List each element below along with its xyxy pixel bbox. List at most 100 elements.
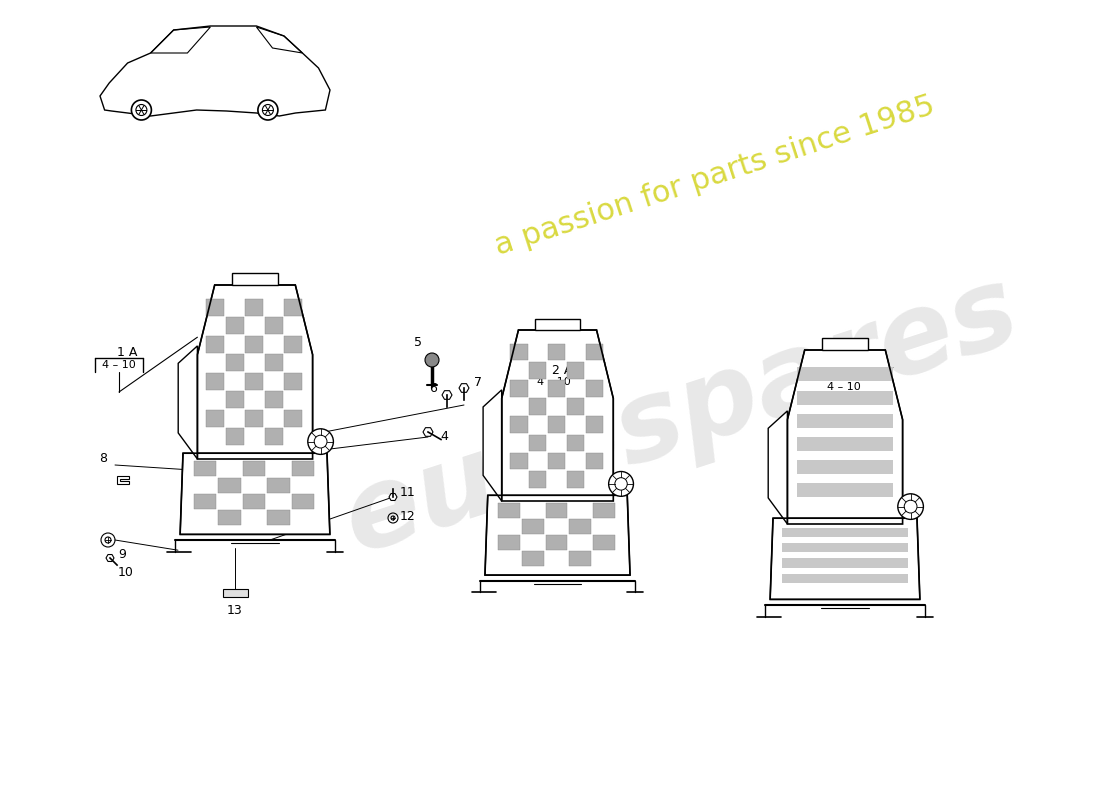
Bar	[226, 318, 243, 334]
Polygon shape	[502, 330, 614, 501]
Bar	[570, 551, 591, 566]
Bar	[548, 453, 565, 470]
Circle shape	[898, 494, 923, 519]
Bar	[529, 398, 547, 415]
Bar	[265, 354, 283, 371]
Bar	[285, 410, 303, 427]
Bar	[529, 434, 547, 451]
Polygon shape	[117, 476, 129, 484]
Text: 5: 5	[414, 335, 422, 349]
Bar	[546, 503, 568, 518]
Polygon shape	[232, 274, 278, 285]
Bar	[782, 558, 909, 567]
Circle shape	[425, 353, 439, 367]
Text: 4 – 10: 4 – 10	[827, 382, 861, 392]
Bar	[510, 416, 528, 433]
Bar	[226, 428, 243, 446]
Bar	[245, 299, 263, 316]
Bar	[245, 373, 263, 390]
Bar	[548, 416, 565, 433]
Polygon shape	[442, 390, 452, 399]
Bar	[265, 391, 283, 408]
Bar	[206, 410, 224, 427]
Circle shape	[257, 100, 278, 120]
Bar	[267, 478, 289, 493]
Bar	[796, 367, 893, 382]
Bar	[206, 299, 224, 316]
Bar	[218, 510, 241, 525]
Bar	[243, 494, 265, 509]
Bar	[796, 390, 893, 405]
Polygon shape	[770, 518, 920, 599]
Text: 4: 4	[440, 430, 448, 443]
Bar	[566, 434, 584, 451]
Bar	[529, 362, 547, 378]
Bar	[206, 336, 224, 353]
Text: 6: 6	[429, 382, 437, 395]
Polygon shape	[180, 453, 330, 534]
Bar	[498, 535, 520, 550]
Polygon shape	[768, 411, 788, 524]
Bar	[285, 299, 303, 316]
Polygon shape	[100, 26, 330, 116]
Text: a passion for parts since 1985: a passion for parts since 1985	[492, 91, 938, 261]
Polygon shape	[536, 318, 580, 330]
Text: 13: 13	[227, 605, 243, 618]
Bar	[796, 483, 893, 498]
Polygon shape	[459, 384, 469, 392]
Bar	[285, 373, 303, 390]
Bar	[245, 410, 263, 427]
Bar	[586, 453, 604, 470]
Text: 2 A: 2 A	[552, 363, 572, 377]
Text: 12: 12	[400, 510, 416, 522]
Circle shape	[308, 429, 333, 454]
Text: 7: 7	[474, 375, 482, 389]
Bar	[796, 460, 893, 474]
Bar	[529, 471, 547, 487]
Bar	[510, 380, 528, 397]
Polygon shape	[483, 390, 502, 501]
Bar	[548, 380, 565, 397]
Text: 9: 9	[118, 549, 125, 562]
Bar	[206, 373, 224, 390]
Bar	[498, 503, 520, 518]
Bar	[586, 416, 604, 433]
Bar	[521, 519, 543, 534]
Bar	[566, 398, 584, 415]
Bar	[245, 336, 263, 353]
Text: 11: 11	[400, 486, 416, 499]
Bar	[510, 453, 528, 470]
Bar	[593, 503, 615, 518]
Polygon shape	[222, 589, 248, 597]
Text: 1 A: 1 A	[117, 346, 138, 359]
Bar	[546, 535, 568, 550]
Bar	[566, 362, 584, 378]
Polygon shape	[424, 428, 433, 436]
Bar	[510, 344, 528, 360]
Text: 4 – 10: 4 – 10	[102, 360, 136, 370]
Bar	[226, 354, 243, 371]
Text: 4 – 10: 4 – 10	[537, 377, 571, 387]
Bar	[285, 336, 303, 353]
Bar	[265, 318, 283, 334]
Bar	[796, 437, 893, 451]
Text: 10: 10	[118, 566, 134, 578]
Text: 3 A: 3 A	[842, 369, 862, 382]
Bar	[782, 543, 909, 552]
Polygon shape	[822, 338, 868, 350]
Bar	[226, 391, 243, 408]
Bar	[782, 528, 909, 537]
Bar	[586, 344, 604, 360]
Circle shape	[608, 471, 634, 496]
Bar	[570, 519, 591, 534]
Polygon shape	[788, 350, 903, 524]
Polygon shape	[178, 346, 197, 459]
Bar	[218, 478, 241, 493]
Polygon shape	[485, 495, 630, 575]
Polygon shape	[106, 554, 114, 562]
Text: 8: 8	[99, 451, 107, 465]
Bar	[521, 551, 543, 566]
Polygon shape	[197, 285, 312, 459]
Bar	[267, 510, 289, 525]
Bar	[586, 380, 604, 397]
